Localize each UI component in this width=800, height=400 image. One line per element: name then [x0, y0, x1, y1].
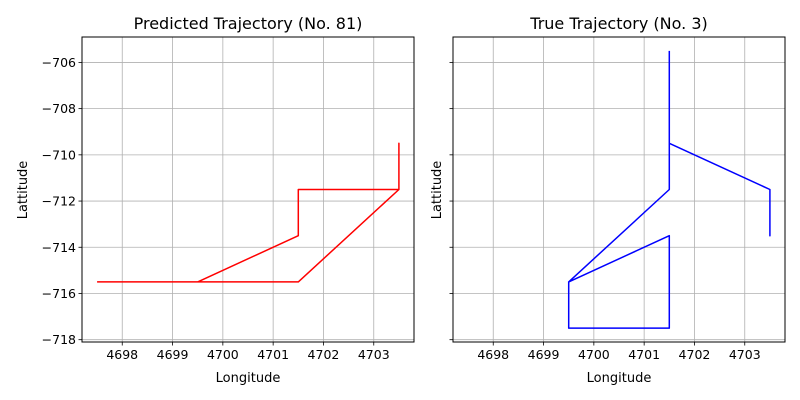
- left-axes-frame: [81, 36, 415, 343]
- left-x-tick-label-0: 4698: [106, 347, 138, 362]
- left-x-tick-label-3: 4701: [257, 347, 289, 362]
- right-x-tick-label-5: 4703: [729, 347, 761, 362]
- left-y-tick-label-4: −714: [42, 240, 76, 255]
- right-x-tick-label-3: 4701: [628, 347, 660, 362]
- true-trajectory-panel: True Trajectory (No. 3) 4698 4699 4700 4701…: [430, 14, 786, 386]
- right-chart-title: True Trajectory (No. 3): [529, 14, 707, 33]
- left-y-tick-label-1: −708: [42, 101, 76, 116]
- right-x-tick-label-4: 4702: [679, 347, 711, 362]
- right-x-tick-label-1: 4699: [528, 347, 560, 362]
- right-y-axis-label: Lattitude: [430, 161, 445, 220]
- right-axes-frame: [452, 36, 786, 343]
- right-series-group: [567, 50, 771, 329]
- left-y-axis-label: Lattitude: [16, 161, 31, 220]
- left-x-tick-label-1: 4699: [157, 347, 189, 362]
- left-x-tick-label-4: 4702: [308, 347, 340, 362]
- left-x-tick-label-5: 4703: [358, 347, 390, 362]
- right-x-axis-label: Longitude: [587, 371, 652, 386]
- left-y-tick-label-6: −718: [42, 332, 76, 347]
- left-y-tick-label-3: −712: [42, 194, 76, 209]
- left-y-tick-label-5: −716: [42, 286, 76, 301]
- right-ticks: 4698 4699 4700 4701 4702 4703: [449, 62, 761, 362]
- right-x-tick-label-0: 4698: [477, 347, 509, 362]
- left-chart-title: Predicted Trajectory (No. 81): [134, 14, 363, 33]
- right-x-tick-label-2: 4700: [578, 347, 610, 362]
- left-trajectory-line-0: [97, 142, 400, 283]
- left-series-group: [97, 142, 400, 283]
- predicted-trajectory-panel: Predicted Trajectory (No. 81) 4698 4699 47…: [16, 14, 415, 386]
- left-y-tick-label-0: −706: [42, 55, 76, 70]
- left-x-axis-label: Longitude: [216, 371, 281, 386]
- left-y-tick-label-2: −710: [42, 147, 76, 162]
- right-grid: [453, 37, 785, 342]
- right-trajectory-line-0: [567, 50, 771, 329]
- left-x-tick-label-2: 4700: [207, 347, 239, 362]
- left-ticks: 4698 4699 4700 4701 4702 4703 −706 −708 −710 −712…: [42, 55, 390, 362]
